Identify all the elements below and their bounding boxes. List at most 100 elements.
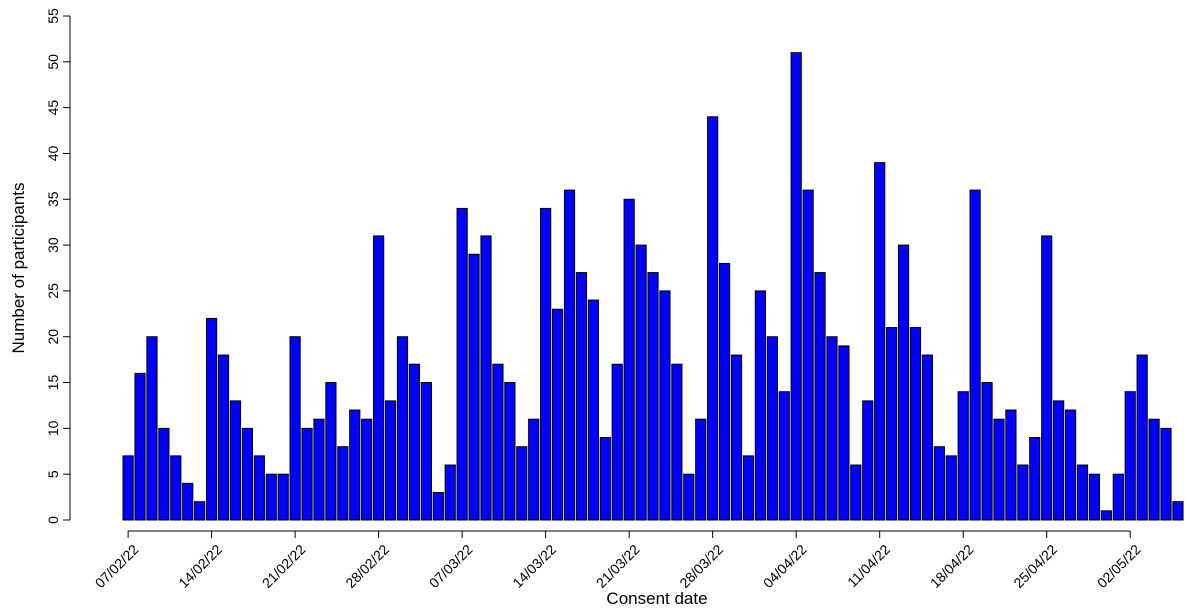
bar [170, 455, 182, 521]
bar [408, 363, 421, 521]
bar [1148, 418, 1160, 521]
x-tick-label: 21/02/22 [259, 541, 309, 591]
bar [587, 299, 599, 521]
bar [1100, 510, 1112, 521]
bar [826, 336, 838, 521]
bar [933, 446, 945, 521]
y-tick-label: 50 [45, 54, 61, 70]
bar [838, 345, 850, 521]
bar [289, 336, 301, 521]
bar [599, 437, 611, 521]
bar [492, 363, 504, 521]
bar [1064, 409, 1077, 521]
bar [897, 244, 910, 521]
x-tick-label: 14/02/22 [175, 541, 225, 591]
bar [802, 189, 814, 521]
bar [1088, 473, 1101, 521]
bar [1124, 391, 1136, 521]
bar [1029, 437, 1041, 521]
bar [361, 418, 373, 521]
bar [671, 363, 683, 521]
bar [540, 207, 552, 521]
bar [516, 446, 528, 521]
bar [206, 317, 218, 521]
bar [504, 382, 516, 521]
y-axis: 0 5 10 15 20 25 30 35 40 45 50 55 [45, 8, 71, 524]
bar [886, 327, 898, 521]
bar [1160, 427, 1172, 521]
bar [766, 336, 778, 521]
bar [551, 308, 564, 521]
bar [241, 427, 254, 521]
y-tick-label: 5 [45, 470, 61, 478]
bar [909, 327, 922, 521]
bar [635, 244, 647, 521]
bar [611, 363, 623, 521]
bar [1017, 464, 1029, 521]
bar [468, 253, 480, 521]
x-tick-label: 14/03/22 [509, 541, 559, 591]
bar [945, 455, 957, 521]
bar [1136, 354, 1148, 521]
bar [921, 354, 934, 521]
y-axis-title: Number of participants [9, 182, 28, 353]
bar [265, 473, 277, 521]
y-tick-label: 35 [45, 191, 61, 207]
y-tick-label: 25 [45, 283, 61, 299]
bar [993, 418, 1005, 521]
y-tick-label: 0 [45, 516, 61, 524]
bar [957, 391, 969, 521]
bar [1112, 473, 1124, 521]
bar [373, 235, 385, 521]
bars [122, 52, 1184, 521]
bar [194, 501, 206, 521]
bar [814, 272, 826, 521]
x-tick-label: 11/04/22 [844, 541, 893, 590]
bar [623, 198, 635, 521]
bar [134, 372, 146, 521]
bar [146, 336, 158, 521]
x-tick-label: 21/03/22 [593, 541, 643, 591]
bar [253, 455, 265, 521]
x-tick-label: 18/04/22 [927, 541, 977, 591]
bar [456, 207, 468, 521]
y-tick-label: 30 [45, 237, 61, 253]
x-tick-label: 25/04/22 [1010, 541, 1060, 591]
x-tick-label: 28/03/22 [676, 541, 726, 591]
bar [790, 52, 802, 521]
x-tick-label: 02/05/22 [1094, 541, 1144, 591]
bar [432, 492, 444, 521]
bar [969, 189, 981, 521]
bar [480, 235, 492, 521]
bar [1041, 235, 1053, 521]
bar [420, 382, 432, 521]
bar [874, 162, 886, 521]
bar [981, 382, 993, 521]
bar [1005, 409, 1017, 521]
y-tick-label: 10 [45, 420, 61, 436]
bar [217, 354, 230, 521]
bar [182, 482, 194, 521]
bar [384, 400, 397, 521]
bar [158, 427, 170, 521]
bar [563, 189, 576, 521]
bar [301, 427, 313, 521]
x-tick-label: 07/02/22 [92, 541, 142, 591]
bar [229, 400, 242, 521]
bar [778, 391, 790, 521]
bar [528, 418, 540, 521]
bar [313, 418, 325, 521]
y-tick-label: 20 [45, 329, 61, 345]
bar [659, 290, 671, 521]
bar [707, 116, 719, 521]
bar [396, 336, 409, 521]
x-tick-label: 04/04/22 [760, 541, 810, 591]
bar [277, 473, 289, 521]
y-tick-label: 45 [45, 100, 61, 116]
bar [575, 272, 588, 521]
bar [1172, 501, 1184, 521]
bar [695, 418, 707, 521]
bar [349, 409, 361, 521]
bar [862, 400, 874, 521]
